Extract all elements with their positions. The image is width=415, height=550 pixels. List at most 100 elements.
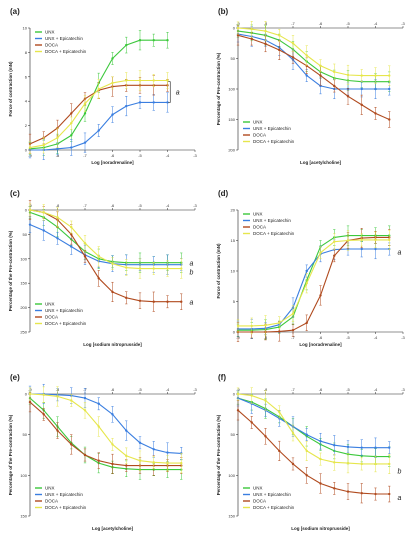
data-point	[56, 237, 59, 240]
data-point	[166, 79, 169, 82]
data-point	[70, 146, 73, 149]
y-axis-label: Percentage of the Pre-contraction (%)	[8, 230, 13, 311]
series-line	[238, 236, 390, 333]
legend-label: DOCA + Epicatechin	[253, 505, 295, 510]
y-tick-label: 100	[20, 473, 27, 478]
x-tick-label: -8	[56, 153, 60, 158]
x-tick-label: -4	[374, 335, 378, 340]
x-tick-label: -7	[83, 153, 87, 158]
legend-label: UNX + Epicatechin	[253, 492, 291, 497]
y-tick-label: 100	[228, 473, 235, 478]
data-point	[97, 402, 100, 405]
data-point	[360, 462, 363, 466]
y-tick-label: 8	[25, 50, 28, 55]
legend-entry: UNX + Epicatechin	[243, 126, 291, 131]
chart-panel-1: (a) -9 -8 -7 -6 -5 -4 -3 0 2 4 6 8 10 Log [noradrenali…	[8, 7, 198, 165]
data-point	[97, 87, 100, 91]
series-doca	[28, 392, 183, 476]
legend-entry: UNX	[243, 120, 263, 125]
chart-panel-5: (e) -9 -8 -7 -6 -5 -4 -3 0 50 100 150 Log [acetylcho…	[8, 373, 198, 531]
data-point	[360, 87, 363, 91]
legend-entry: DOCA + Epicatechin	[243, 139, 295, 144]
x-tick-label: -6	[111, 153, 115, 158]
y-tick-label: 150	[228, 117, 235, 122]
y-tick-label: 50	[231, 56, 236, 61]
panel-title: (e)	[10, 373, 20, 382]
y-tick-label: 50	[23, 232, 28, 237]
y-tick-label: 0	[233, 26, 236, 31]
y-tick-label: 20	[231, 208, 236, 213]
data-point	[111, 81, 114, 85]
x-tick-label: -7	[83, 203, 87, 208]
legend-entry: UNX + Epicatechin	[35, 36, 83, 41]
chart-panel-3: (c) -9 -8 -7 -6 -5 -4 -3 0 50 100 150 200 250 Log [sod…	[8, 189, 198, 347]
data-point	[250, 37, 253, 41]
data-point	[291, 328, 295, 332]
data-point	[42, 143, 45, 147]
legend-entry: DOCA + Epicatechin	[243, 505, 295, 510]
data-point	[70, 225, 73, 229]
legend-label: UNX + Epicatechin	[253, 126, 291, 131]
x-tick-label: -7	[291, 387, 295, 392]
data-point	[264, 42, 267, 46]
data-point	[291, 56, 295, 59]
data-point	[374, 112, 377, 115]
data-point	[125, 79, 128, 82]
legend-entry: UNX + Epicatechin	[243, 218, 291, 223]
data-point	[291, 431, 295, 435]
data-point	[111, 113, 114, 116]
data-point	[138, 39, 142, 42]
series-doca	[28, 199, 183, 312]
data-point	[138, 267, 142, 270]
data-point	[83, 453, 87, 457]
data-point	[152, 79, 155, 82]
data-point	[111, 290, 114, 294]
data-point	[236, 34, 240, 37]
data-point	[111, 443, 114, 446]
y-tick-label: 150	[20, 514, 27, 519]
data-point	[56, 136, 59, 139]
y-tick-label: 0	[25, 148, 28, 153]
y-tick-label: 100	[228, 87, 235, 92]
data-point	[125, 464, 128, 467]
data-point	[360, 446, 363, 449]
x-tick-label: -5	[346, 21, 350, 26]
legend-label: DOCA + Epicatechin	[45, 49, 87, 54]
data-point	[166, 39, 169, 42]
data-point	[374, 446, 377, 449]
legend-label: DOCA	[253, 225, 266, 230]
legend-entry: UNX	[35, 30, 55, 35]
data-point	[319, 251, 322, 254]
data-point	[180, 267, 183, 270]
data-point	[152, 300, 155, 303]
data-point	[374, 492, 377, 496]
data-point	[360, 238, 363, 242]
data-point	[388, 492, 391, 496]
series-unx	[236, 225, 391, 340]
x-tick-label: -4	[166, 387, 170, 392]
data-point	[236, 392, 240, 396]
y-tick-label: 50	[23, 432, 28, 437]
legend-entry: DOCA + Epicatechin	[243, 231, 295, 236]
data-point	[97, 277, 100, 280]
data-point	[278, 410, 281, 414]
legend-label: DOCA + Epicatechin	[253, 231, 295, 236]
x-tick-label: -9	[28, 153, 32, 158]
series-unx-epicatechin	[28, 216, 183, 275]
x-axis-label: Log [sodium nitroprusside]	[83, 342, 142, 347]
legend-label: DOCA + Epicatechin	[45, 505, 87, 510]
legend-entry: DOCA	[243, 133, 266, 138]
data-point	[138, 459, 142, 462]
data-point	[319, 457, 322, 461]
y-tick-label: 4	[25, 99, 28, 104]
series-doca	[236, 25, 391, 128]
legend-entry: UNX + Epicatechin	[35, 308, 83, 313]
data-point	[333, 240, 336, 243]
data-point	[180, 300, 183, 303]
data-point	[70, 134, 73, 137]
data-point	[138, 441, 142, 444]
y-tick-label: 5	[233, 299, 236, 304]
y-axis-label: Force of contraction (mN)	[8, 61, 13, 117]
series-doca-epicatechin	[28, 203, 183, 279]
data-point	[333, 461, 336, 464]
